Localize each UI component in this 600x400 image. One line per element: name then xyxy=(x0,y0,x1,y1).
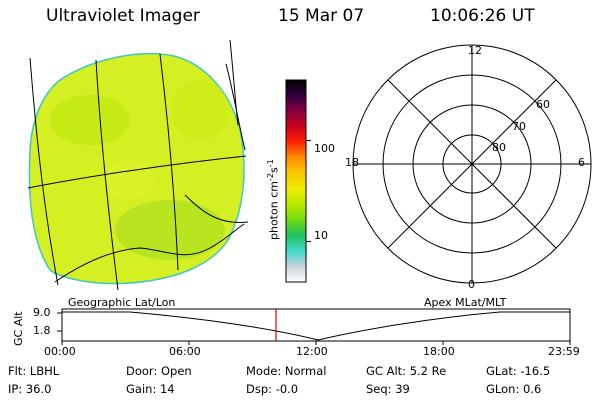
altitude-xtick-1: 06:00 xyxy=(169,345,201,358)
altitude-xtick-0: 00:00 xyxy=(44,345,76,358)
info-seq: Seq: 39 xyxy=(366,382,410,396)
colorbar-ticks xyxy=(306,140,311,243)
apex-label: Apex MLat/MLT xyxy=(424,296,507,309)
altitude-ylabel: GC Alt xyxy=(12,311,25,346)
lat-label-60: 60 xyxy=(536,98,550,111)
info-dsp: Dsp: -0.0 xyxy=(246,382,299,396)
info-glat: GLat: -16.5 xyxy=(486,364,551,378)
lat-label-80: 80 xyxy=(492,141,506,154)
info-mode: Mode: Normal xyxy=(246,364,327,378)
colorbar-rect xyxy=(285,79,307,283)
mlt-label-18: 18 xyxy=(345,156,359,169)
colorbar-tick-100: 100 xyxy=(314,142,335,155)
altitude-xtick-2: 12:00 xyxy=(296,345,328,358)
altitude-ytick-low: 1.8 xyxy=(33,324,51,337)
mlt-label-12: 12 xyxy=(468,44,482,57)
uv-earth-image xyxy=(27,39,249,291)
altitude-curve xyxy=(62,311,570,341)
geographic-grid xyxy=(27,39,249,291)
info-gcalt: GC Alt: 5.2 Re xyxy=(366,364,447,378)
mlt-label-0: 0 xyxy=(468,278,475,291)
altitude-x-ticks xyxy=(61,341,571,345)
info-door: Door: Open xyxy=(126,364,192,378)
date-label: 15 Mar 07 xyxy=(278,6,365,26)
polar-diag-2 xyxy=(387,79,557,249)
info-filter: Flt: LBHL xyxy=(8,364,60,378)
instrument-title: Ultraviolet Imager xyxy=(46,6,200,26)
polar-grid xyxy=(352,44,592,284)
altitude-frame xyxy=(61,308,571,342)
colorbar xyxy=(285,79,311,283)
altitude-xtick-3: 18:00 xyxy=(423,345,455,358)
info-ip: IP: 36.0 xyxy=(8,382,52,396)
altitude-ytick-high: 9.0 xyxy=(33,306,51,319)
mlt-label-6: 6 xyxy=(578,156,585,169)
info-gain: Gain: 14 xyxy=(126,382,175,396)
info-glon: GLon: 0.6 xyxy=(486,382,542,396)
colorbar-unit-label: photon cm-2s-1 xyxy=(266,159,281,240)
geographic-label: Geographic Lat/Lon xyxy=(68,296,176,309)
altitude-xtick-4: 23:59 xyxy=(548,345,580,358)
lat-label-70: 70 xyxy=(512,120,526,133)
colorbar-tick-10: 10 xyxy=(314,229,328,242)
altitude-plot xyxy=(57,308,571,345)
time-label: 10:06:26 UT xyxy=(430,6,535,26)
